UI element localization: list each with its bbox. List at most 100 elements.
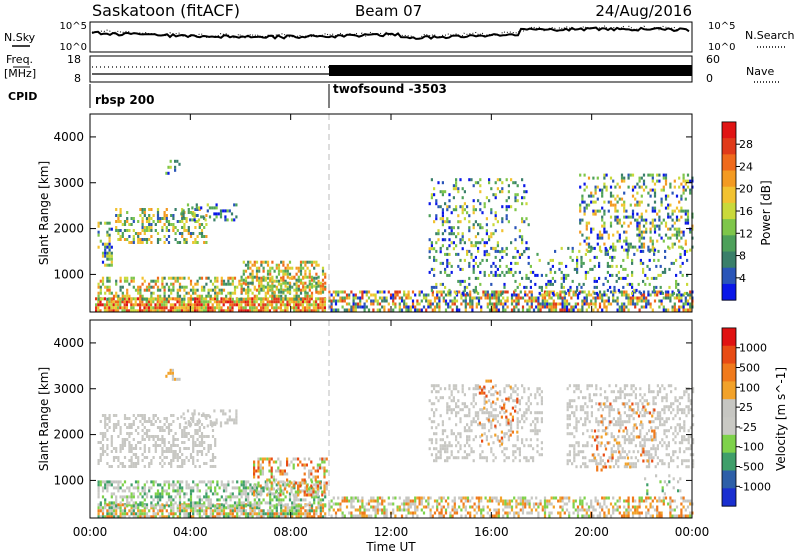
power-cell bbox=[143, 238, 146, 241]
power-cell bbox=[119, 288, 122, 292]
power-cell bbox=[496, 187, 499, 191]
power-cell bbox=[231, 291, 234, 295]
power-cell bbox=[510, 308, 514, 312]
power-cell bbox=[613, 255, 616, 259]
power-cell bbox=[618, 218, 621, 222]
power-cell bbox=[658, 179, 661, 183]
power-cell bbox=[604, 246, 607, 250]
power-cell bbox=[172, 276, 175, 280]
power-cell bbox=[568, 308, 571, 312]
power-cell bbox=[148, 226, 151, 229]
velocity-cell bbox=[277, 483, 281, 487]
velocity-cell bbox=[121, 509, 124, 513]
power-cell bbox=[631, 185, 635, 189]
power-cell bbox=[136, 297, 139, 301]
power-cell bbox=[240, 287, 243, 291]
velocity-cell bbox=[143, 489, 146, 493]
power-cell bbox=[95, 303, 98, 307]
power-cell bbox=[101, 276, 105, 280]
power-cell bbox=[446, 205, 449, 209]
velocity-cell bbox=[101, 495, 105, 499]
power-cell bbox=[350, 305, 353, 309]
power-cell bbox=[119, 306, 122, 310]
power-cell bbox=[195, 206, 198, 210]
power-cell bbox=[572, 293, 575, 297]
velocity-cell bbox=[268, 457, 271, 461]
power-cell bbox=[620, 276, 623, 280]
power-cell bbox=[656, 239, 659, 243]
power-cell bbox=[137, 291, 140, 295]
power-cell bbox=[557, 302, 560, 306]
power-cell bbox=[614, 215, 617, 219]
power-cell bbox=[653, 285, 656, 289]
velocity-cell bbox=[508, 499, 511, 503]
power-cell bbox=[106, 288, 109, 292]
velocity-cell bbox=[247, 486, 250, 490]
power-cell bbox=[667, 194, 670, 198]
velocity-cell bbox=[119, 495, 122, 499]
velocity-cell bbox=[293, 503, 296, 507]
power-cell bbox=[484, 293, 487, 297]
power-cell bbox=[244, 269, 248, 273]
power-cell bbox=[428, 238, 431, 242]
power-cell bbox=[301, 303, 304, 307]
power-cell bbox=[504, 302, 507, 306]
velocity-cell bbox=[112, 447, 116, 450]
power-cell bbox=[291, 285, 294, 289]
velocity-cell bbox=[194, 509, 197, 513]
power-cell bbox=[194, 208, 197, 211]
velocity-cell bbox=[291, 503, 294, 507]
velocity-cell bbox=[106, 509, 109, 513]
power-cell bbox=[315, 281, 318, 285]
velocity-cell bbox=[249, 489, 252, 493]
velocity-cell bbox=[537, 505, 540, 509]
velocity-cell bbox=[148, 438, 151, 441]
power-cell bbox=[230, 212, 234, 216]
velocity-cell bbox=[259, 463, 262, 467]
power-cell bbox=[488, 238, 491, 242]
velocity-cell bbox=[172, 486, 175, 490]
power-cell bbox=[482, 290, 485, 294]
power-cell bbox=[304, 309, 307, 313]
power-cell bbox=[529, 285, 532, 289]
velocity-cell bbox=[112, 423, 116, 426]
power-cell bbox=[119, 285, 122, 289]
power-cell bbox=[301, 309, 304, 313]
power-cell bbox=[492, 273, 495, 277]
power-cell bbox=[453, 299, 456, 303]
power-cell bbox=[189, 303, 192, 307]
power-cell bbox=[273, 269, 276, 273]
power-cell bbox=[593, 285, 596, 289]
power-cell bbox=[642, 245, 646, 249]
power-cell bbox=[609, 191, 613, 195]
power-cell bbox=[207, 291, 210, 295]
velocity-cell bbox=[251, 506, 254, 510]
power-cell bbox=[459, 258, 462, 262]
power-cell bbox=[514, 255, 517, 259]
velocity-cell bbox=[242, 504, 245, 508]
velocity-cell bbox=[405, 514, 408, 518]
power-cell bbox=[269, 266, 272, 270]
power-cell bbox=[233, 303, 236, 307]
power-cell bbox=[367, 296, 371, 300]
velocity-cell bbox=[205, 495, 208, 499]
velocity-cell bbox=[319, 512, 322, 516]
power-cell bbox=[623, 305, 626, 309]
power-cell bbox=[603, 209, 606, 213]
velocity-cell bbox=[513, 514, 516, 518]
power-cell bbox=[595, 285, 598, 289]
power-cell bbox=[220, 288, 223, 292]
velocity-cell bbox=[99, 453, 102, 456]
velocity-cell bbox=[130, 426, 133, 429]
velocity-cell bbox=[192, 444, 195, 447]
velocity-cell bbox=[198, 480, 201, 484]
power-cell bbox=[198, 276, 201, 280]
power-cell bbox=[554, 308, 558, 312]
velocity-cell bbox=[253, 498, 256, 502]
power-cell bbox=[332, 308, 335, 312]
power-cell bbox=[514, 199, 517, 203]
power-cell bbox=[229, 282, 232, 286]
power-cell bbox=[308, 260, 311, 264]
power-cell bbox=[499, 190, 502, 194]
